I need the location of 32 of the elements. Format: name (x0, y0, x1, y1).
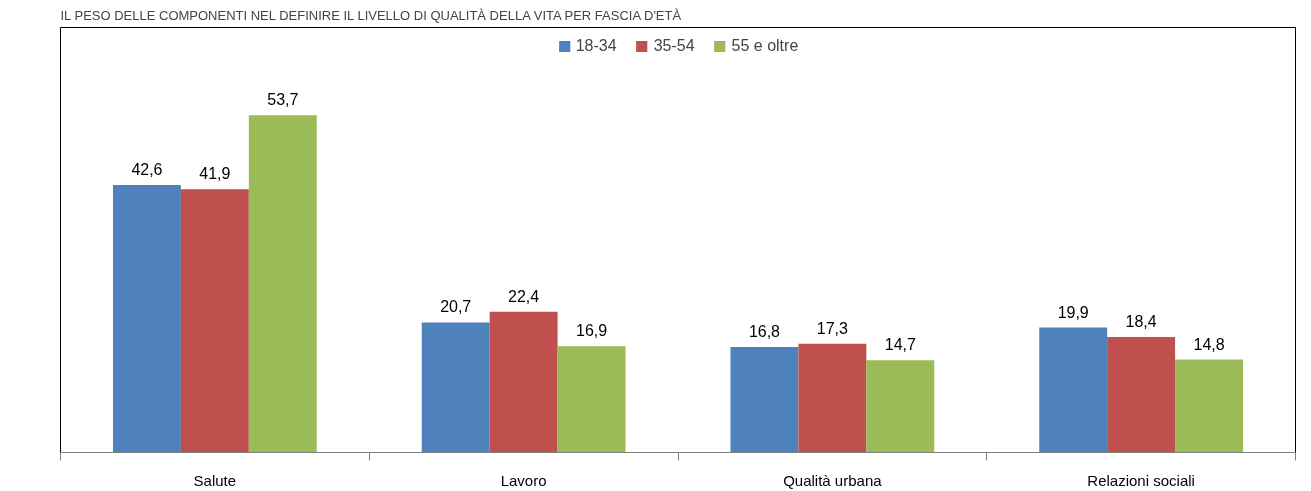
bar (557, 346, 626, 453)
data-label: 20,7 (440, 298, 472, 316)
bar (489, 311, 558, 453)
bar (1107, 336, 1176, 453)
x-tick-label: Salute (193, 471, 237, 489)
data-label: 14,8 (1193, 335, 1225, 353)
bar (112, 184, 181, 453)
data-label: 53,7 (267, 91, 299, 109)
data-label: 17,3 (816, 319, 849, 337)
bar (798, 343, 867, 453)
data-label: 16,9 (575, 322, 608, 340)
x-tick-label: Relazioni sociali (1087, 471, 1195, 489)
data-label: 22,4 (508, 287, 540, 305)
data-label: 16,8 (748, 322, 781, 340)
chart-title: IL PESO DELLE COMPONENTI NEL DEFINIRE IL LIVELLO DI QUALITÀ DELLA VITA PER FASCIA D'ETÀ (60, 7, 682, 23)
data-label: 19,9 (1057, 303, 1089, 321)
bar (180, 189, 249, 453)
legend-label: 55 e oltre (731, 37, 799, 55)
bar (1175, 359, 1244, 453)
data-label: 18,4 (1125, 312, 1157, 330)
bar (866, 360, 935, 453)
legend-label: 18-34 (575, 37, 617, 55)
data-label: 42,6 (131, 160, 163, 178)
x-tick-label: Lavoro (500, 471, 547, 489)
bar (248, 115, 317, 453)
bar (421, 322, 490, 453)
bar (1039, 327, 1108, 453)
data-label: 41,9 (199, 165, 231, 183)
x-tick-label: Qualità urbana (783, 471, 883, 489)
data-label: 14,7 (884, 336, 916, 354)
bar (730, 346, 799, 453)
legend-label: 35-54 (653, 37, 695, 55)
